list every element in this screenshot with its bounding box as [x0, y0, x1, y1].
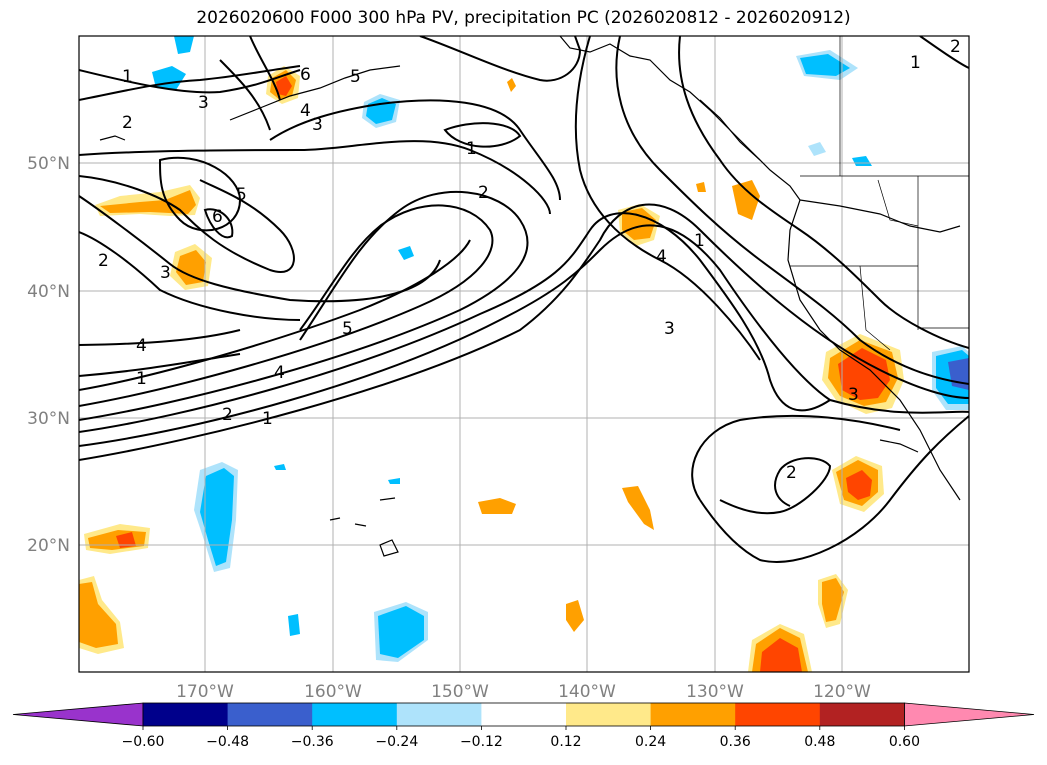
map-title: 2026020600 F000 300 hPa PV, precipitatio… [196, 8, 851, 28]
contour-label: 2 [98, 251, 109, 271]
colorbar-segment [650, 703, 736, 726]
lat-label: 50°N [27, 154, 70, 174]
colorbar-tick-label: 0.36 [720, 734, 751, 750]
contour-label: 5 [236, 185, 247, 205]
lat-label: 40°N [27, 282, 70, 302]
contour-label: 3 [198, 93, 209, 113]
colorbar-frame [142, 702, 905, 727]
pv-contours [79, 36, 969, 563]
lat-label: 20°N [27, 536, 70, 556]
contour-label: 1 [122, 67, 133, 87]
colorbar-tick-label: 0.12 [550, 734, 581, 750]
contour-label: 4 [136, 336, 147, 356]
colorbar-segment [312, 703, 398, 726]
lat-label: 30°N [27, 409, 70, 429]
colorbar-tick-label: −0.12 [460, 734, 503, 750]
contour-label: 2 [950, 37, 961, 57]
colorbar-segment [819, 703, 905, 726]
precip-negative-areas [152, 36, 969, 662]
colorbar: −0.60 −0.48 −0.36 −0.24 −0.12 0.12 0.24 0.36 0.4… [12, 702, 1035, 750]
colorbar-tick-label: −0.60 [122, 734, 165, 750]
contour-label: 2 [122, 113, 133, 133]
state-borders [790, 36, 969, 351]
contour-label: 4 [300, 101, 311, 121]
lon-label: 140°W [558, 682, 616, 702]
colorbar-segment [735, 703, 821, 726]
lat-labels: 50°N 40°N 30°N 20°N [27, 154, 70, 556]
colorbar-tick-label: −0.48 [206, 734, 249, 750]
colorbar-tick-label: 0.24 [635, 734, 666, 750]
lon-label: 150°W [431, 682, 489, 702]
colorbar-tick-label: 0.60 [889, 734, 920, 750]
colorbar-segment [481, 703, 567, 726]
contour-label: 1 [694, 231, 705, 251]
colorbar-tick-label: 0.48 [804, 734, 835, 750]
lon-labels: 170°W 160°W 150°W 140°W 130°W 120°W [176, 682, 871, 702]
lon-label: 160°W [304, 682, 362, 702]
contour-label-group: 1 2 3 5 6 3 4 2 1 1 2 6 5 2 3 1 4 5 4 2 … [98, 37, 961, 483]
contour-label: 5 [350, 67, 361, 87]
contour-label: 5 [342, 319, 353, 339]
contour-label: 4 [656, 247, 667, 267]
contour-label: 2 [478, 183, 489, 203]
contour-label: 6 [300, 65, 311, 85]
colorbar-segment [143, 703, 229, 726]
plot-frame [78, 35, 970, 673]
colorbar-segment [396, 703, 482, 726]
colorbar-extend-low [12, 702, 144, 727]
colorbar-tick-label: −0.36 [291, 734, 334, 750]
contour-label: 3 [312, 115, 323, 135]
colorbar-extend-high [904, 702, 1035, 727]
contour-label: 3 [664, 319, 675, 339]
contour-label: 3 [160, 263, 171, 283]
contour-label: 2 [222, 405, 233, 425]
contour-label: 1 [910, 53, 921, 73]
lon-label: 170°W [176, 682, 234, 702]
contour-label: 1 [466, 139, 477, 159]
lon-label: 130°W [686, 682, 744, 702]
contour-label: 1 [136, 369, 147, 389]
contour-label: 3 [848, 385, 859, 405]
colorbar-tick-label: −0.24 [375, 734, 418, 750]
contour-label: 6 [212, 207, 223, 227]
lon-label: 120°W [813, 682, 871, 702]
contour-label: 4 [274, 363, 285, 383]
contour-label: 2 [786, 463, 797, 483]
colorbar-segment [227, 703, 313, 726]
colorbar-segment [566, 703, 652, 726]
contour-label: 1 [262, 409, 273, 429]
